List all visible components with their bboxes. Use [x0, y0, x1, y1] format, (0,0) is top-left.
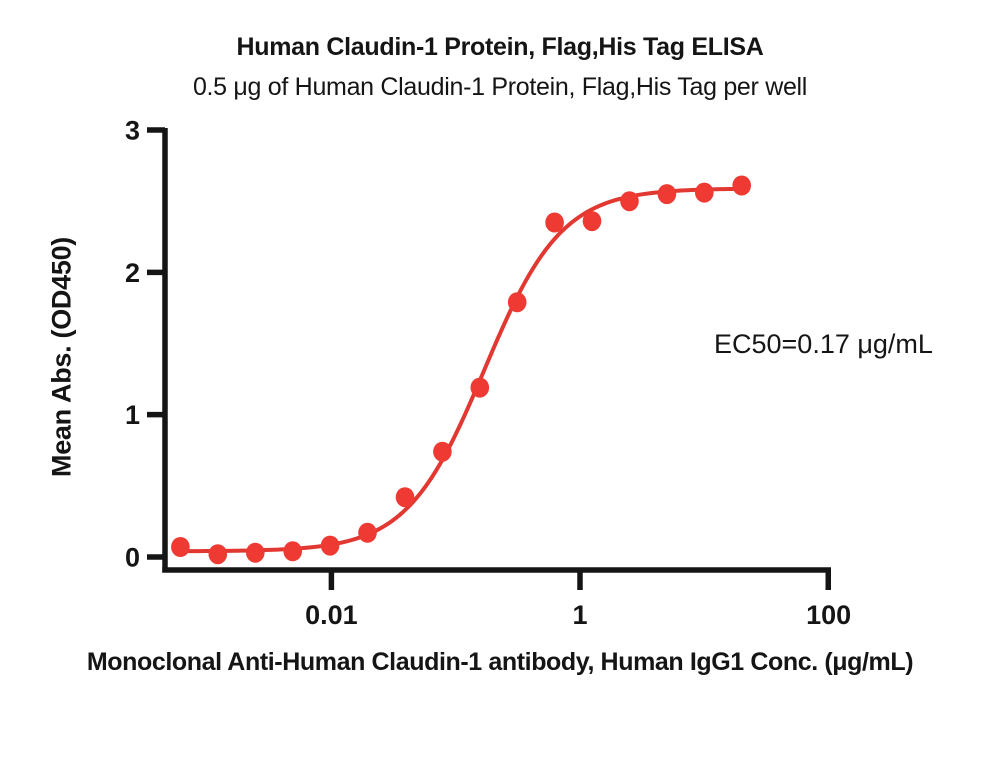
y-tick-label: 0	[125, 543, 140, 573]
data-point	[395, 487, 415, 508]
fit-curve	[174, 186, 747, 554]
data-point	[507, 292, 527, 313]
data-point	[657, 184, 677, 205]
y-tick-label: 1	[125, 400, 140, 430]
chart-subtitle: 0.5 μg of Human Claudin-1 Protein, Flag,…	[192, 73, 808, 101]
y-tick-label: 3	[125, 116, 140, 146]
data-point	[283, 541, 303, 562]
data-point	[320, 535, 340, 556]
ec50-annotation: EC50=0.17 μg/mL	[714, 329, 933, 359]
data-point	[545, 212, 564, 233]
data-point	[470, 377, 490, 398]
x-tick-label: 100	[806, 600, 851, 630]
x-tick-label: 1	[572, 600, 587, 630]
data-point	[433, 441, 452, 462]
x-tick-label: 0.01	[305, 600, 358, 630]
data-point	[246, 542, 265, 563]
x-axis-label: Monoclonal Anti-Human Claudin-1 antibody…	[86, 648, 914, 676]
chart-title: Human Claudin-1 Protein, Flag,His Tag EL…	[236, 33, 764, 61]
data-point	[358, 522, 377, 543]
y-tick-label: 2	[125, 258, 140, 288]
data-point	[208, 544, 228, 565]
data-point	[732, 175, 751, 196]
y-axis-label: Mean Abs. (OD450)	[46, 237, 77, 477]
data-point	[582, 211, 602, 232]
data-point	[695, 182, 714, 203]
data-point	[620, 191, 639, 212]
data-point	[171, 537, 190, 557]
